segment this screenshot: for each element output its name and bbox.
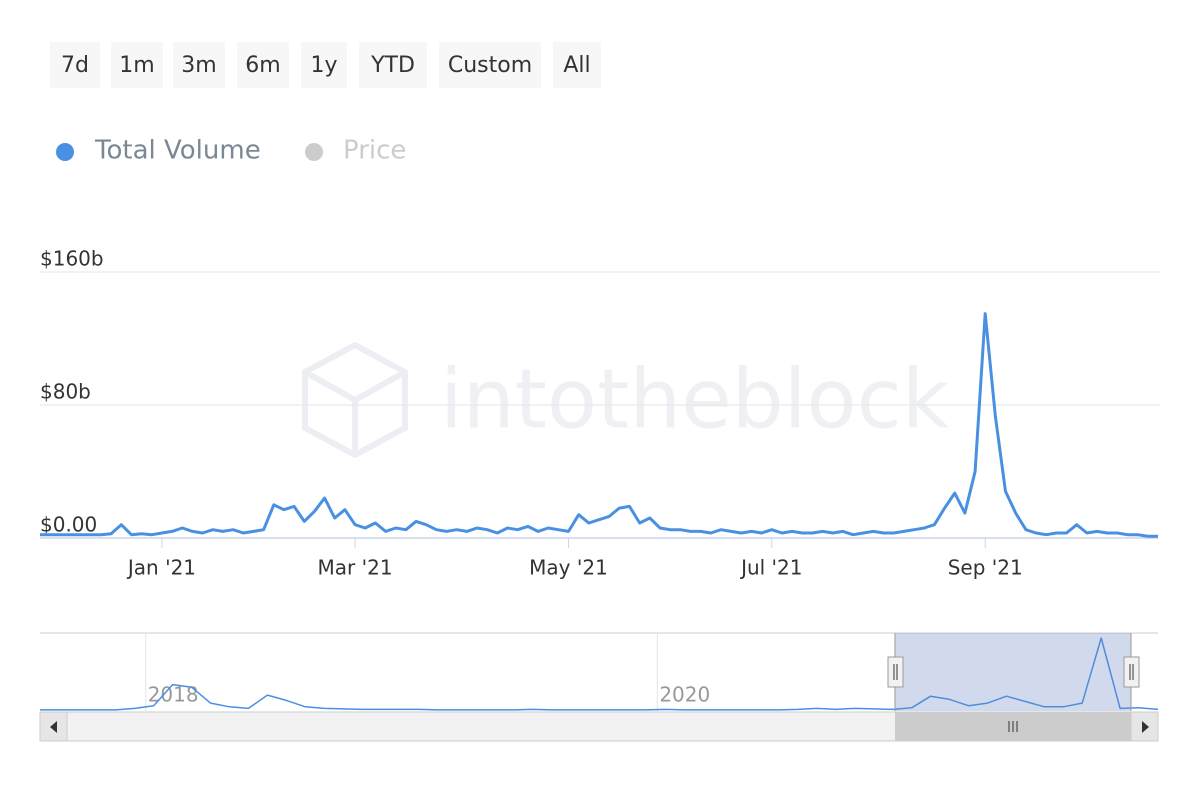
navigator: 2018 2020 bbox=[40, 633, 1159, 711]
button-label: 6m bbox=[245, 53, 280, 78]
range-button[interactable]: 1y bbox=[301, 42, 347, 88]
button-label: 1y bbox=[310, 53, 337, 78]
y-tick-label: $160b bbox=[40, 247, 104, 271]
navigator-label: 2020 bbox=[659, 683, 710, 707]
scroll-arrow bbox=[1142, 721, 1149, 733]
watermark-logo bbox=[303, 369, 407, 404]
scrollbar bbox=[39, 711, 1159, 742]
button-bg bbox=[359, 42, 427, 88]
button-label: 1m bbox=[119, 53, 154, 78]
x-tick-label: Sep '21 bbox=[948, 556, 1023, 580]
button-bg bbox=[301, 42, 347, 88]
range-button[interactable]: 3m bbox=[173, 42, 225, 88]
navigator-mask[interactable] bbox=[895, 633, 1131, 711]
legend-item[interactable]: Total Volume bbox=[56, 136, 261, 166]
x-tick-label: Mar '21 bbox=[318, 556, 393, 580]
range-button[interactable]: 7d bbox=[50, 42, 100, 88]
legend-item[interactable]: Price bbox=[305, 136, 406, 166]
navigator-handle[interactable] bbox=[887, 656, 904, 688]
handle-box bbox=[887, 656, 904, 688]
legend-symbol bbox=[56, 143, 74, 161]
button-label: 7d bbox=[61, 53, 89, 78]
button-bg bbox=[237, 42, 289, 88]
button-bg bbox=[173, 42, 225, 88]
button-label: 3m bbox=[181, 53, 216, 78]
button-bg bbox=[439, 42, 541, 88]
handle-box bbox=[1123, 656, 1140, 688]
legend-label: Price bbox=[343, 136, 406, 166]
button-bg bbox=[553, 42, 601, 88]
watermark-text: intotheblock bbox=[440, 352, 950, 447]
x-tick-label: May '21 bbox=[529, 556, 608, 580]
range-button[interactable]: YTD bbox=[359, 42, 427, 88]
navigator-line bbox=[40, 637, 1159, 711]
navigator-area bbox=[40, 633, 1158, 711]
watermark: intotheblock bbox=[302, 341, 950, 459]
x-tick-label: Jul '21 bbox=[739, 556, 802, 580]
series-line bbox=[40, 312, 1158, 538]
button-bg bbox=[50, 42, 100, 88]
scroll-arrow bbox=[50, 721, 57, 733]
range-button[interactable]: Custom bbox=[439, 42, 541, 88]
legend-label: Total Volume bbox=[94, 136, 261, 166]
scroll-left[interactable] bbox=[39, 711, 68, 742]
scroll-right[interactable] bbox=[1130, 711, 1159, 742]
button-label: All bbox=[563, 53, 590, 78]
y-tick-label: $80b bbox=[40, 380, 91, 404]
x-tick-label: Jan '21 bbox=[126, 556, 196, 580]
legend-symbol bbox=[305, 143, 323, 161]
range-button[interactable]: 6m bbox=[237, 42, 289, 88]
button-bg bbox=[111, 42, 163, 88]
button-label: YTD bbox=[370, 53, 415, 78]
range-button[interactable]: All bbox=[553, 42, 601, 88]
legend: Total Volume Price bbox=[56, 136, 406, 166]
range-button[interactable]: 1m bbox=[111, 42, 163, 88]
y-tick-label: $0.00 bbox=[40, 513, 97, 537]
button-label: Custom bbox=[448, 53, 532, 78]
navigator-handle[interactable] bbox=[1123, 656, 1140, 688]
